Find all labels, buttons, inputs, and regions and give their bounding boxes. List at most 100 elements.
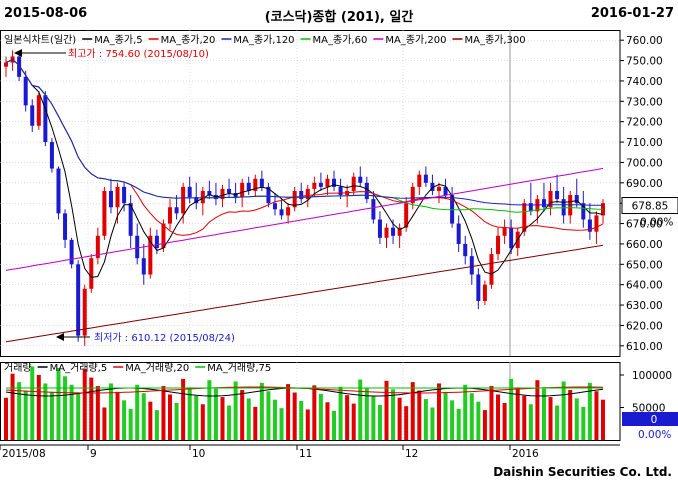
low-arrowhead: [56, 333, 64, 341]
volume-bar: [548, 397, 553, 440]
candle-body: [561, 199, 566, 216]
volume-bar: [240, 389, 245, 440]
volume-bar: [581, 406, 586, 440]
volume-bar: [194, 395, 199, 440]
candle-body: [417, 174, 422, 187]
price-change-label: 0.00%: [640, 217, 673, 229]
volume-bar: [122, 400, 127, 440]
candle-body: [141, 258, 146, 275]
candle-body: [456, 223, 461, 244]
volume-bar: [227, 405, 232, 440]
candle-body: [358, 176, 363, 183]
volume-bar: [292, 392, 297, 440]
volume-bar: [476, 401, 481, 440]
volume-bar: [338, 386, 343, 440]
volume-bar: [4, 397, 8, 440]
candle-body: [82, 288, 87, 336]
candle-body: [23, 76, 28, 106]
volume-bar: [200, 404, 205, 440]
volume-bar: [305, 409, 310, 440]
legend-label: MA_종가,200: [385, 34, 446, 46]
volume-bar: [522, 395, 527, 440]
candle-body: [122, 186, 127, 204]
stock-chart[interactable]: 760.00 750.00 740.00 730.00 720.00 710.00 700.…: [0, 0, 678, 462]
volume-bar: [108, 383, 113, 440]
price-tick-label: 740.00: [626, 76, 663, 88]
price-tick-label: 690.00: [626, 178, 663, 190]
title-bar: 2015-08-06 (코스닥)종합 (201), 일간 2016-01-27: [0, 0, 678, 28]
candle-body: [161, 223, 166, 249]
volume-bar: [63, 376, 68, 440]
volume-bar: [49, 391, 54, 440]
volume-bar: [279, 408, 284, 440]
candle-body: [502, 227, 507, 236]
candle-body: [148, 235, 153, 275]
volume-bar: [528, 404, 533, 440]
candle-body: [43, 95, 48, 143]
price-tick-label: 630.00: [626, 300, 663, 312]
candle-body: [174, 207, 179, 214]
candle-body: [76, 264, 81, 336]
candle-body: [489, 254, 494, 285]
candle-body: [436, 186, 441, 191]
candle-body: [30, 105, 35, 126]
volume-bar: [410, 382, 415, 440]
volume-bar: [594, 391, 599, 440]
candle-body: [89, 258, 94, 289]
volume-bar: [541, 388, 546, 440]
volume-bar: [135, 384, 140, 440]
volume-bar: [272, 399, 277, 440]
volume-bar: [456, 408, 461, 440]
volume-legend-label: MA_거래량,75: [207, 362, 271, 374]
volume-bar: [601, 399, 605, 440]
candle-body: [63, 213, 68, 240]
candle-body: [312, 182, 317, 189]
volume-bar: [417, 390, 422, 440]
legend-label: MA_종가,120: [233, 34, 294, 46]
candle-body: [476, 274, 481, 301]
volume-bar: [266, 391, 271, 440]
volume-bar: [43, 383, 48, 440]
candle-body: [299, 190, 304, 200]
volume-bar: [154, 410, 159, 440]
price-tick-label: 750.00: [626, 56, 663, 68]
volume-bar: [391, 389, 396, 440]
volume-bar: [587, 382, 592, 440]
candle-body: [259, 178, 264, 187]
volume-bar: [312, 385, 317, 440]
x-tick-label: 2016: [512, 448, 539, 460]
legend-label: MA_종가,20: [161, 34, 216, 46]
candle-body: [240, 182, 245, 198]
candle-body: [581, 203, 586, 220]
candle-body: [227, 188, 232, 193]
volume-bar: [299, 401, 304, 440]
candle-body: [443, 186, 448, 196]
high-arrowhead: [14, 49, 22, 57]
candle-body: [423, 174, 428, 183]
ma200-line: [5, 167, 604, 271]
volume-bar: [174, 402, 179, 440]
volume-bar: [253, 406, 258, 440]
volume-bar: [469, 393, 474, 440]
volume-bar: [161, 386, 166, 440]
price-plot-frame: [0, 30, 621, 357]
volume-bar: [358, 379, 363, 440]
ma5-line: [5, 58, 604, 278]
volume-legend-label: 거래량: [4, 362, 32, 374]
candle-body: [200, 190, 205, 204]
volume-bar: [233, 381, 238, 440]
x-tick-label: 9: [90, 448, 97, 460]
volume-bar: [332, 410, 337, 440]
volume-bar: [568, 389, 573, 440]
volume-bar: [351, 403, 356, 440]
volume-bar: [436, 383, 441, 440]
candle-body: [266, 186, 271, 204]
volume-bar: [555, 405, 560, 440]
volume-bar: [56, 367, 61, 440]
candle-body: [207, 190, 212, 196]
volume-bar: [23, 390, 28, 440]
volume-current-label: 0: [651, 414, 658, 426]
volume-bar: [371, 396, 376, 440]
ma300-line: [5, 244, 604, 343]
volume-tick-label: 50000: [632, 403, 665, 415]
